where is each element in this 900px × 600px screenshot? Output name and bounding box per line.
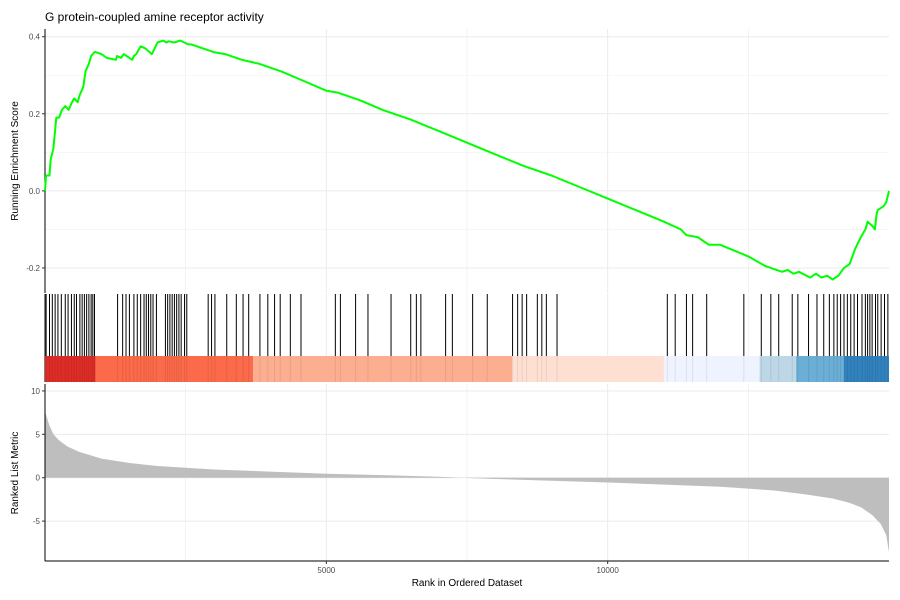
enrichment-y-tick-label: -0.2 [26,264,40,273]
rank-color-band [843,356,889,382]
chart-title: G protein-coupled amine receptor activit… [45,10,264,24]
x-tick-label: 10000 [597,566,620,575]
gene-set-hits-panel [44,294,889,382]
ranked-list-metric-panel: 10 5 0 -5 5000 10000 [31,384,889,575]
running-enrichment-line [44,39,890,281]
y-axis-title-ranked-metric: Ranked List Metric [10,432,21,515]
rank-color-band [45,356,96,382]
metric-y-tick-label: -5 [33,517,41,526]
running-enrichment-panel: 0.4 0.2 0.0 -0.2 [26,29,890,293]
enrichment-y-tick-label: 0.0 [29,187,41,196]
rank-color-band [663,356,760,382]
y-axis-title-enrichment: Running Enrichment Score [10,101,21,221]
metric-y-tick-label: 5 [36,430,41,439]
metric-y-tick-label: 0 [36,474,41,483]
ranked-metric-area [45,411,889,553]
rank-color-band [796,356,844,382]
enrichment-y-tick-label: 0.2 [29,110,41,119]
rank-color-band [512,356,664,382]
metric-y-tick-label: 10 [31,387,40,396]
x-axis-title: Rank in Ordered Dataset [412,578,523,589]
rank-color-band [253,356,513,382]
x-tick-label: 5000 [317,566,335,575]
rank-color-band [95,356,254,382]
rank-color-band [759,356,797,382]
enrichment-y-tick-label: 0.4 [29,33,41,42]
